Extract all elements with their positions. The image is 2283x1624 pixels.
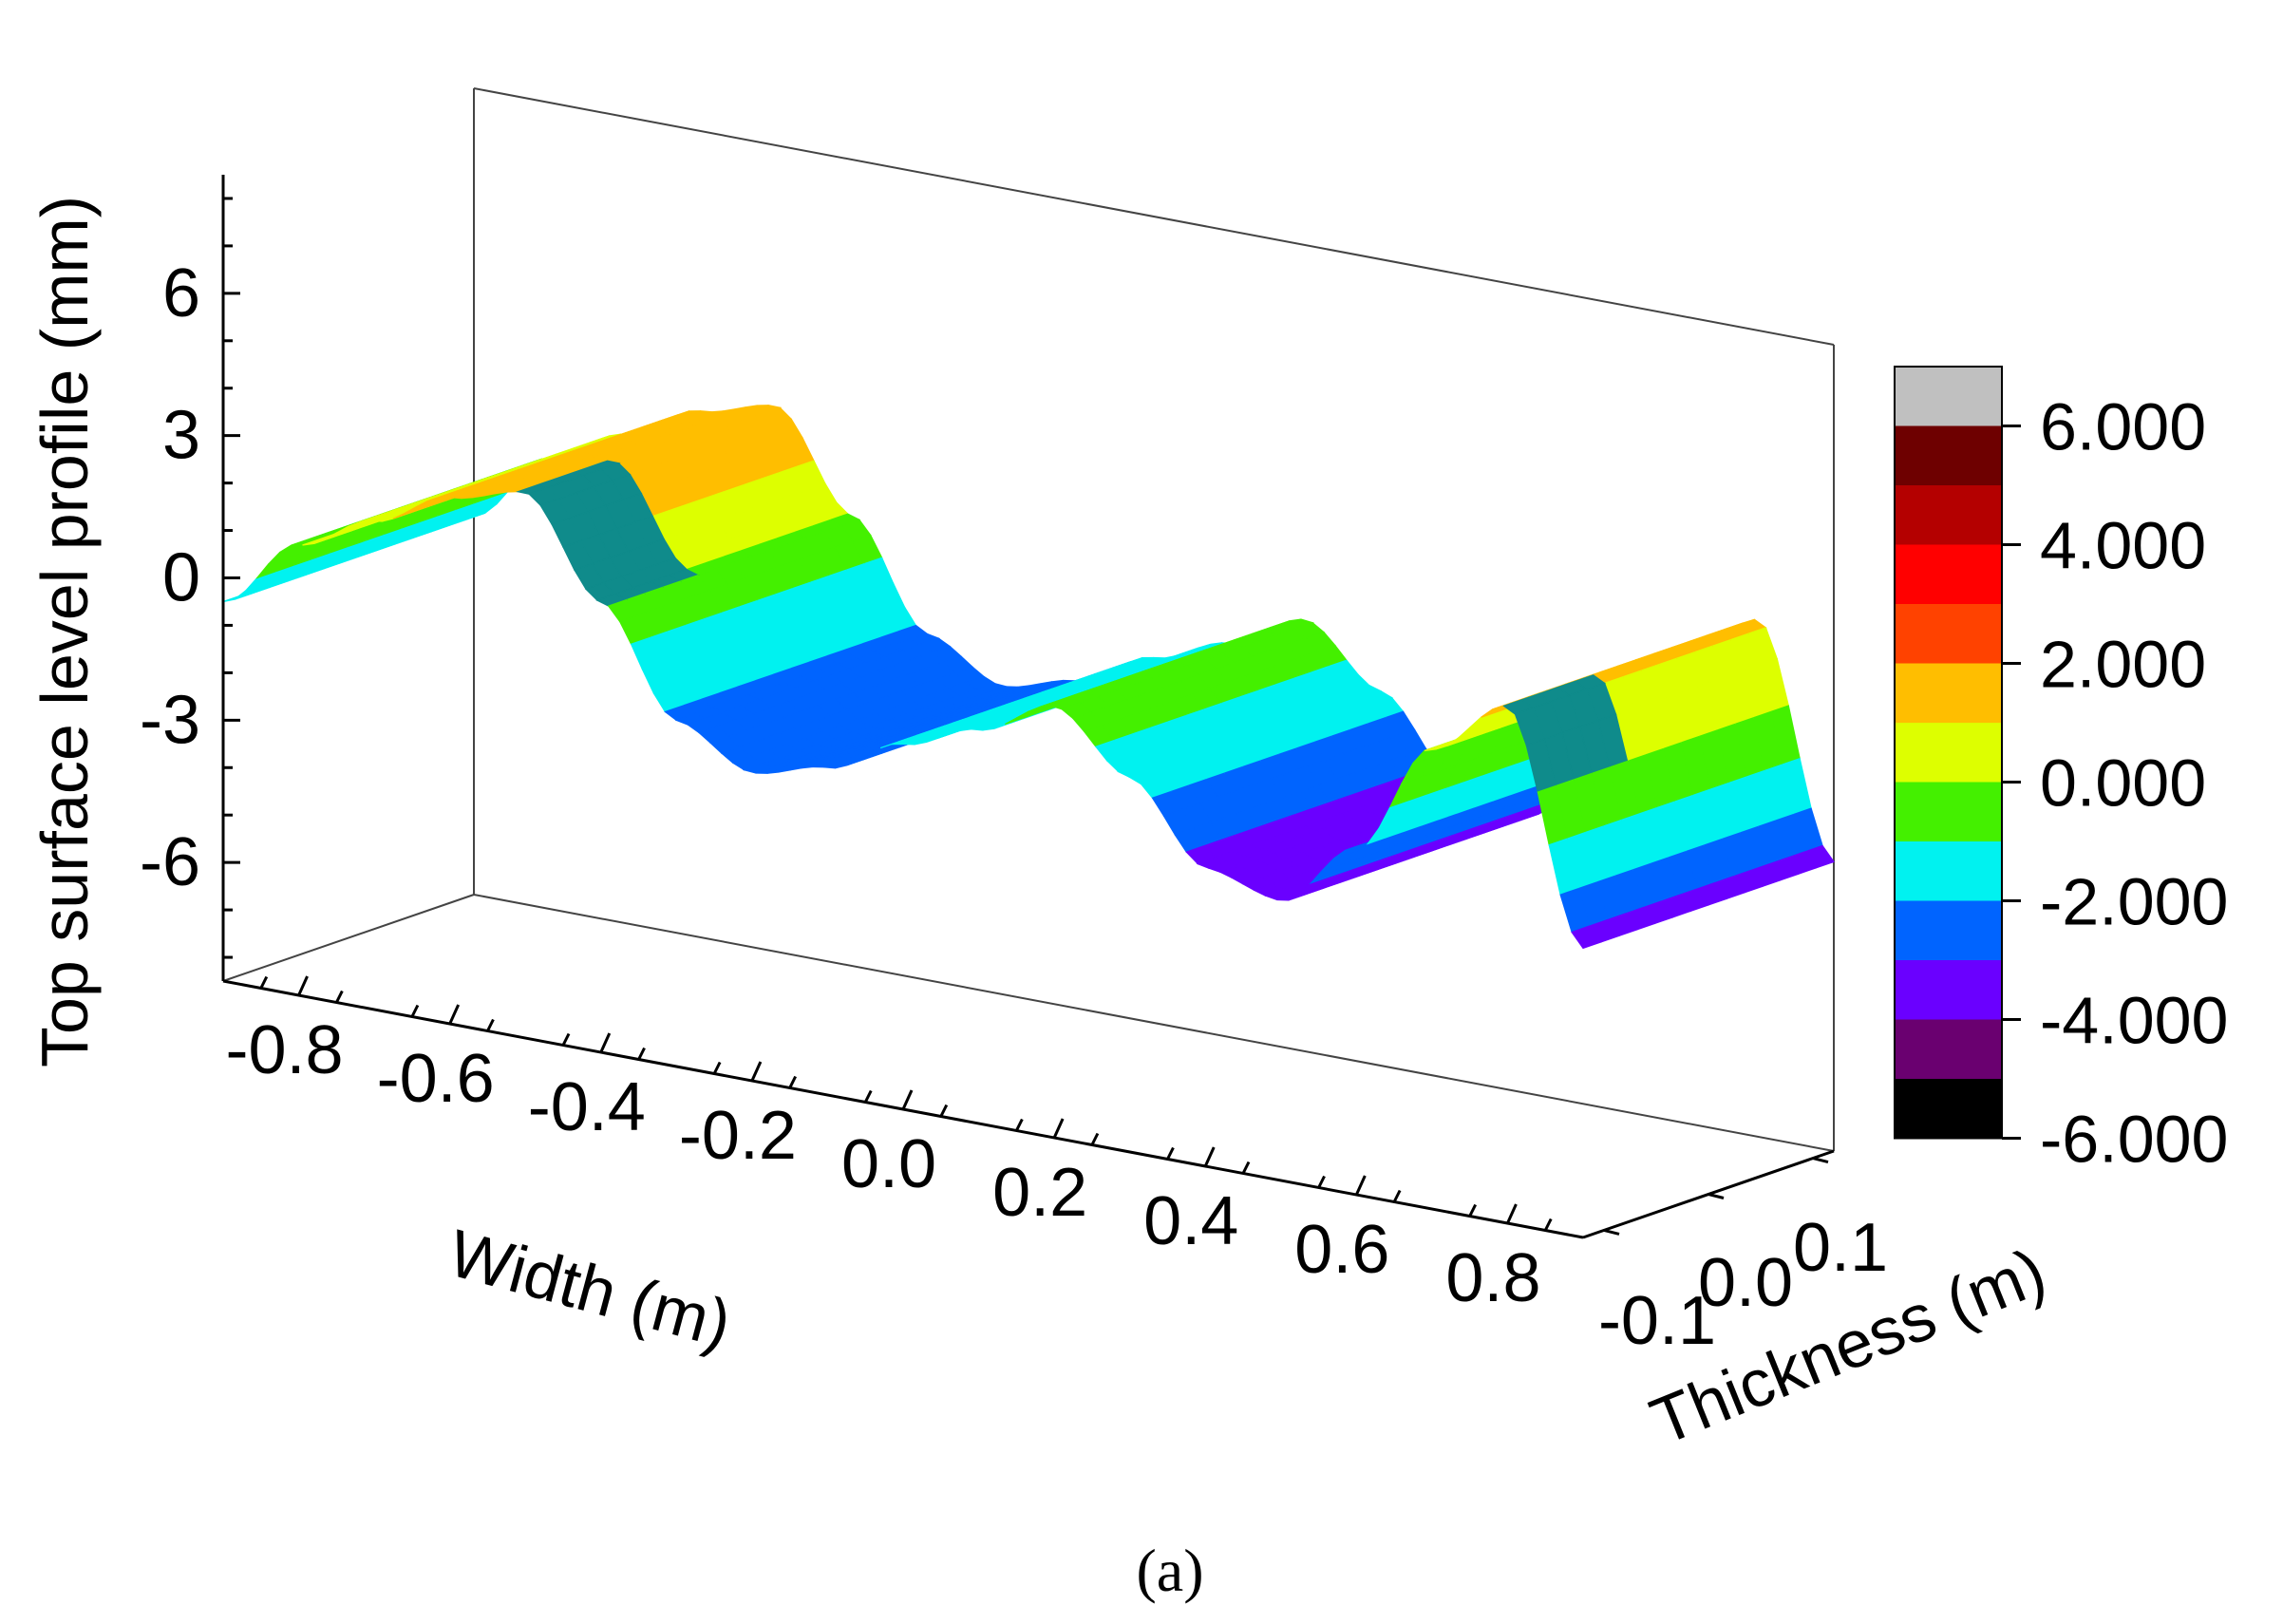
x-tick-label: -0.6 [377, 1041, 495, 1117]
x-tick-label: -0.2 [679, 1098, 797, 1174]
x-minor-tick [1241, 1161, 1251, 1175]
x-major-tick [297, 975, 309, 996]
colorbar-swatch [1895, 782, 2002, 841]
colorbar-label: -6.000 [2040, 1103, 2228, 1177]
x-major-tick [1506, 1203, 1518, 1224]
colorbar-swatch [1895, 1019, 2002, 1079]
z-tick-label: 3 [162, 398, 200, 474]
x-tick-label: 0.8 [1445, 1240, 1540, 1316]
x-minor-tick [788, 1075, 798, 1089]
x-major-tick [599, 1032, 612, 1053]
x-minor-tick [939, 1104, 949, 1118]
x-minor-tick [637, 1047, 646, 1061]
y-axis: -0.10.0 0.1 [1582, 1149, 1888, 1359]
x-minor-tick [1468, 1203, 1478, 1218]
z-axis-title: Top surface level profile (mm) [28, 196, 102, 1067]
y-major-tick [1812, 1157, 1829, 1164]
colorbar-swatch [1895, 425, 2002, 485]
colorbar-label: 6.000 [2040, 390, 2206, 464]
x-axis-title: Width (m) [442, 1216, 739, 1362]
colorbar-label: 2.000 [2040, 628, 2206, 702]
x-minor-tick [486, 1018, 495, 1032]
colorbar-swatch [1895, 367, 2002, 426]
colorbar-label: 4.000 [2040, 509, 2206, 583]
colorbar-label: 0.000 [2040, 746, 2206, 821]
colorbar-swatch [1895, 1079, 2002, 1139]
x-minor-tick [561, 1032, 571, 1047]
x-tick-label: 0.0 [841, 1126, 936, 1202]
z-tick-label: 0 [162, 540, 200, 616]
colorbar-swatch [1895, 485, 2002, 545]
y-major-tick [1603, 1228, 1620, 1236]
colorbar-swatch [1895, 900, 2002, 960]
x-major-tick [1354, 1175, 1367, 1196]
panel-label: (a) [1136, 1537, 1203, 1604]
colorbar-swatch [1895, 544, 2002, 604]
x-major-tick [901, 1089, 914, 1110]
z-tick-label: -3 [140, 682, 200, 758]
colorbar-swatch [1895, 960, 2002, 1020]
x-tick-label: -0.4 [528, 1069, 646, 1145]
x-minor-tick [1317, 1175, 1326, 1189]
x-tick-label: -0.8 [226, 1012, 344, 1088]
y-tick-label: 0.1 [1793, 1210, 1888, 1286]
surface [222, 405, 1835, 950]
y-tick-label: -0.1 [1598, 1283, 1716, 1359]
y-major-tick [1708, 1193, 1725, 1199]
x-major-tick [1052, 1118, 1065, 1139]
colorbar-swatch [1895, 723, 2002, 783]
x-major-tick [448, 1004, 461, 1025]
colorbar: 6.000 4.000 2.000 0.000 -2.000 -4.000 -6.000 [1894, 366, 2228, 1177]
x-minor-tick [259, 975, 269, 990]
box-edge [473, 87, 1835, 346]
box-edge [473, 894, 1835, 1152]
z-axis: -6 -3 0 3 6 [140, 175, 240, 981]
x-minor-tick [712, 1061, 722, 1075]
x-minor-tick [863, 1089, 873, 1104]
x-minor-tick [410, 1004, 420, 1018]
x-minor-tick [334, 990, 344, 1004]
x-tick-label: 0.6 [1294, 1212, 1389, 1288]
x-minor-tick [1090, 1132, 1100, 1146]
x-axis: -0.8 -0.6 -0.4 -0.2 0.0 0.2 0.4 0.6 0.8 [222, 975, 1584, 1316]
colorbar-label: -4.000 [2040, 984, 2228, 1058]
box-edge [222, 894, 475, 982]
colorbar-swatch [1895, 841, 2002, 901]
colorbar-frame [1894, 366, 2003, 1140]
x-minor-tick [1392, 1189, 1402, 1203]
x-tick-label: 0.2 [992, 1155, 1087, 1231]
x-major-tick [750, 1061, 763, 1082]
surface-patch [1571, 925, 1602, 950]
x-tick-label: 0.4 [1143, 1183, 1238, 1259]
z-tick-label: -6 [140, 824, 200, 900]
x-minor-tick [1543, 1218, 1553, 1232]
z-tick-label: 6 [162, 255, 200, 331]
colorbar-swatch [1895, 663, 2002, 723]
x-minor-tick [1166, 1146, 1175, 1161]
x-minor-tick [1014, 1118, 1024, 1132]
colorbar-label: -2.000 [2040, 865, 2228, 939]
x-major-tick [1203, 1146, 1216, 1167]
colorbar-swatch [1895, 604, 2002, 664]
y-tick-label: 0.0 [1698, 1245, 1793, 1321]
